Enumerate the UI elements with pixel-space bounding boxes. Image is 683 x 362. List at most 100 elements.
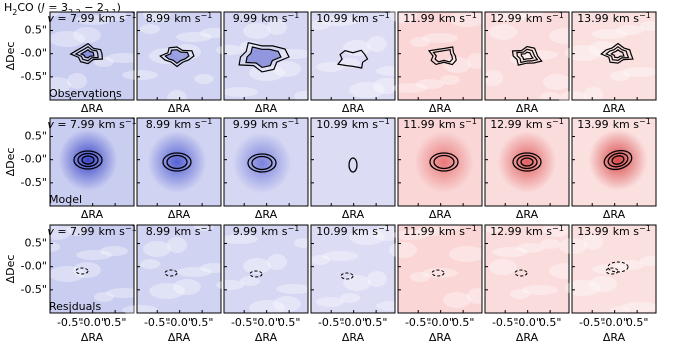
velocity-value: 13.99 — [577, 12, 609, 25]
unit: km s — [526, 118, 553, 131]
noise-patch — [349, 82, 385, 98]
velocity-label: v = 7.99 km s−1 — [47, 11, 136, 26]
noise-patch — [565, 45, 601, 61]
panel: 13.99 km s−1 ΔRA — [559, 11, 660, 115]
x-axis-label: ΔRA — [429, 102, 452, 115]
velocity-value: 8.99 — [146, 225, 171, 238]
noise-patch — [422, 33, 458, 43]
noise-patch — [243, 23, 271, 39]
contour — [81, 155, 95, 165]
panel-background — [137, 118, 221, 206]
contour — [520, 157, 534, 167]
x-tick-label: 0.5" — [365, 316, 388, 329]
contour — [249, 270, 263, 278]
x-axis-label: ΔRA — [255, 331, 278, 344]
unit-exponent: −1 — [378, 11, 390, 20]
velocity-label: 13.99 km s−1 — [577, 117, 651, 132]
velocity-label: 11.99 km s−1 — [403, 117, 477, 132]
panel-background — [398, 12, 482, 100]
noise-patch — [140, 259, 160, 269]
text-part: = — [54, 225, 70, 238]
noise-patch — [616, 25, 644, 35]
panel: 0.5"-0.0"-0.5"-0.5"-0.0"0.5"v = 7.99 km s… — [20, 220, 142, 344]
row-label: Residuals — [49, 300, 101, 313]
noise-patch — [589, 41, 617, 57]
x-tick-label: -0.5" — [57, 316, 84, 329]
unit-exponent: −1 — [378, 224, 390, 233]
x-tick-label: -0.5" — [231, 316, 258, 329]
contour — [245, 46, 282, 69]
x-tick-label: -0.5" — [492, 316, 519, 329]
panel-background — [485, 12, 569, 100]
contour — [607, 152, 629, 168]
noise-patch — [94, 57, 114, 67]
unit: km s — [439, 118, 466, 131]
velocity-label: 8.99 km s−1 — [146, 117, 213, 132]
contour — [73, 150, 103, 170]
velocity-value: 12.99 — [490, 118, 522, 131]
panel-frame — [310, 224, 396, 314]
panel-frame — [136, 11, 222, 101]
noise-patch — [173, 279, 201, 295]
panel-frame — [136, 224, 222, 314]
velocity-label: 10.99 km s−1 — [316, 11, 390, 26]
velocity-value: 10.99 — [316, 225, 348, 238]
panel-background — [572, 225, 656, 313]
noise-patch — [440, 75, 460, 85]
noise-patch — [310, 255, 330, 265]
unit-exponent: −1 — [639, 224, 651, 233]
velocity-value: 10.99 — [316, 118, 348, 131]
noise-patch — [449, 11, 485, 27]
x-tick-label: -0.0" — [340, 316, 367, 329]
contour — [166, 154, 188, 170]
x-axis-label: ΔRA — [255, 102, 278, 115]
x-axis-label: ΔRA — [516, 208, 539, 221]
panel-background — [50, 225, 134, 313]
x-tick-label: -0.0" — [514, 316, 541, 329]
noise-patch — [410, 272, 430, 282]
panel-background — [50, 118, 134, 206]
unit-exponent: −1 — [125, 117, 137, 126]
x-axis-label: ΔRA — [168, 331, 191, 344]
unit: km s — [261, 225, 288, 238]
panel: 11.99 km s−1 ΔRA — [389, 7, 487, 115]
panel-frame — [49, 224, 135, 314]
y-tick-label: 0.5" — [24, 24, 47, 37]
velocity-value: 8.99 — [146, 118, 171, 131]
noise-patch — [392, 230, 428, 240]
velocity-label: 13.99 km s−1 — [577, 11, 651, 26]
noise-patch — [540, 239, 560, 249]
x-axis-label: ΔRA — [168, 208, 191, 221]
y-tick-label: 0.5" — [24, 237, 47, 250]
unit: km s — [352, 118, 379, 131]
velocity-value: 9.99 — [233, 118, 258, 131]
contour — [607, 261, 629, 273]
unit: km s — [613, 12, 640, 25]
unit-exponent: −1 — [465, 117, 477, 126]
noise-patch — [143, 6, 171, 22]
panel-frame — [310, 11, 396, 101]
panel-frame — [397, 117, 483, 207]
panel: 10.99 km s−1 ΔRA — [310, 11, 412, 115]
noise-patch — [410, 37, 430, 47]
noise-patch — [416, 226, 444, 236]
noise-patch — [176, 267, 212, 277]
noise-patch — [167, 237, 187, 253]
unit-exponent: −1 — [288, 117, 300, 126]
noise-patch — [373, 78, 401, 94]
noise-patch — [640, 21, 660, 31]
x-tick-label: -0.5" — [144, 316, 171, 329]
noise-patch — [73, 27, 101, 43]
text-part: v — [47, 225, 54, 238]
text-part: ) — [117, 1, 121, 14]
velocity-value: 12.99 — [490, 225, 522, 238]
y-axis-label: ΔDec — [4, 42, 17, 71]
contour — [605, 267, 619, 275]
unit: km s — [613, 225, 640, 238]
y-axis-label: ΔDec — [4, 255, 17, 284]
contour — [340, 272, 354, 280]
noise-patch — [592, 29, 628, 39]
x-axis-label: ΔRA — [516, 102, 539, 115]
noise-patch — [492, 247, 528, 257]
